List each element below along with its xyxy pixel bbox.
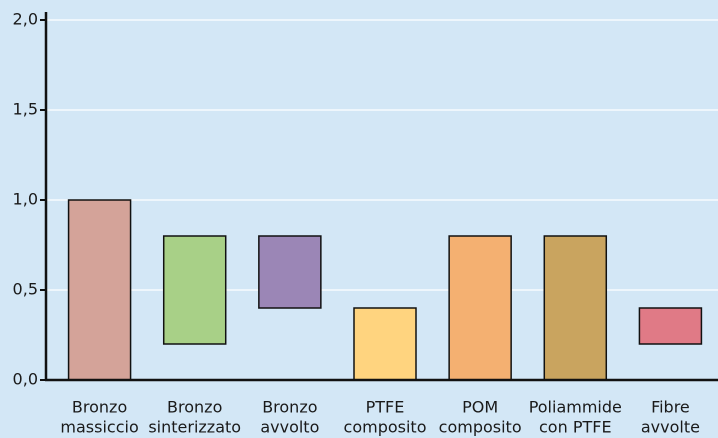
x-tick-label: POM: [462, 398, 498, 417]
x-tick-label: Bronzo: [72, 398, 127, 417]
x-tick-label: sinterizzato: [148, 418, 241, 437]
bar: [162, 235, 227, 345]
bar: [67, 199, 132, 381]
x-tick-label: composito: [344, 418, 427, 437]
y-tick-label: 0,5: [13, 280, 38, 299]
y-tick-label: 1,5: [13, 100, 38, 119]
y-tick-label: 0,0: [13, 370, 38, 389]
x-tick-label: avvolto: [260, 418, 319, 437]
x-tick-label: con PTFE: [539, 418, 612, 437]
bar: [258, 235, 322, 309]
bar: [543, 235, 608, 381]
x-tick-label: massiccio: [60, 418, 138, 437]
bar: [448, 235, 512, 381]
bar: [353, 307, 417, 381]
bar: [638, 307, 703, 345]
x-tick-label: Poliammide: [529, 398, 622, 417]
x-tick-label: Bronzo: [262, 398, 317, 417]
x-tick-label: PTFE: [366, 398, 405, 417]
x-tick-label: composito: [439, 418, 522, 437]
y-tick-label: 1,0: [13, 190, 38, 209]
x-tick-label: Fibre: [651, 398, 690, 417]
x-tick-label: Bronzo: [167, 398, 222, 417]
x-tick-label: avvolte: [641, 418, 700, 437]
y-tick-label: 2,0: [13, 10, 38, 29]
